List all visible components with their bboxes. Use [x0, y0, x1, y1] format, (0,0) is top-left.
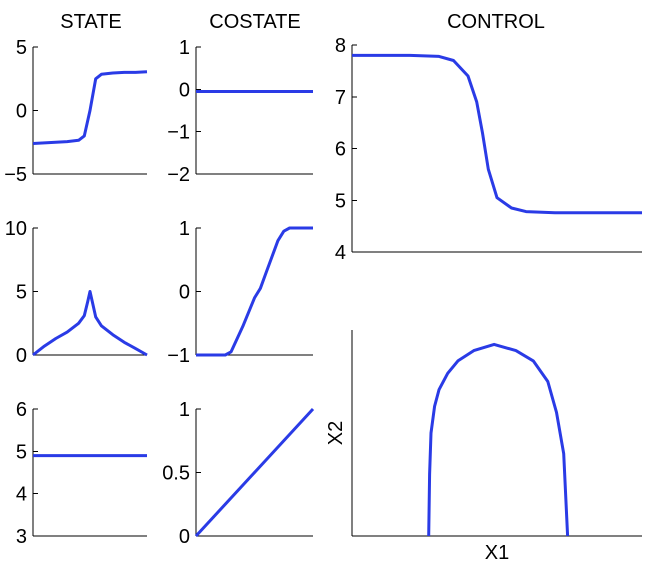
state-column-title: STATE [60, 11, 121, 33]
control-2-y-label: X2 [325, 421, 347, 445]
state-1-ytick-label: −5 [4, 164, 27, 186]
state-3-ytick-label: 6 [16, 399, 27, 421]
control-2-axes: X1 X2 [325, 330, 642, 564]
costate-2-ytick-label: 1 [179, 218, 190, 240]
control-column-title: CONTROL [447, 11, 545, 33]
state-2-ytick-label: 10 [5, 218, 27, 240]
state-3-ytick-label: 4 [16, 484, 27, 506]
state-1-ytick-label: 0 [16, 101, 27, 123]
state-3-axes: 6 5 4 3 [16, 399, 147, 548]
costate-1-axes: 1 0 −1 −2 [167, 37, 313, 186]
control-1-series-line [352, 53, 642, 215]
control-1-ytick-label: 5 [335, 190, 346, 212]
state-1-ytick-label: 5 [16, 37, 27, 59]
costate-3-series-line [194, 407, 315, 538]
state-1-axes: 5 0 −5 [4, 37, 148, 186]
control-1-ytick-label: 4 [335, 242, 346, 264]
costate-2-axes: 1 0 −1 [167, 218, 313, 367]
state-3-ytick-label: 3 [16, 526, 27, 548]
costate-3-axes: 10.50 [162, 399, 315, 548]
control-1-axes: 8 7 6 5 4 [335, 35, 642, 264]
control-2-x-label: X1 [485, 542, 509, 564]
costate-2-series-line [196, 226, 313, 357]
costate-1-ytick-label: −1 [167, 122, 190, 144]
costate-column-title: COSTATE [209, 11, 300, 33]
state-1-series-line [32, 70, 148, 145]
state-3-ytick-label: 5 [16, 441, 27, 463]
state-2-ytick-label: 0 [16, 345, 27, 367]
control-1-ytick-label: 8 [335, 35, 346, 57]
costate-3-ytick-label: 0.5 [162, 463, 190, 485]
control-1-ytick-label: 6 [335, 139, 346, 161]
costate-1-ytick-label: −2 [167, 164, 190, 186]
costate-3-ytick-label: 0 [179, 526, 190, 548]
costate-3-ytick-label: 1 [179, 399, 190, 421]
costate-1-ytick-label: 1 [179, 37, 190, 59]
control-2-series-line [427, 342, 570, 537]
costate-2-ytick-label: 0 [179, 282, 190, 304]
state-2-ytick-label: 5 [16, 282, 27, 304]
costate-2-ytick-label: −1 [167, 345, 190, 367]
state-2-axes: 10 5 0 [5, 218, 148, 367]
costate-1-ytick-label: 0 [179, 79, 190, 101]
control-1-ytick-label: 7 [335, 87, 346, 109]
state-2-series-line [32, 290, 148, 357]
